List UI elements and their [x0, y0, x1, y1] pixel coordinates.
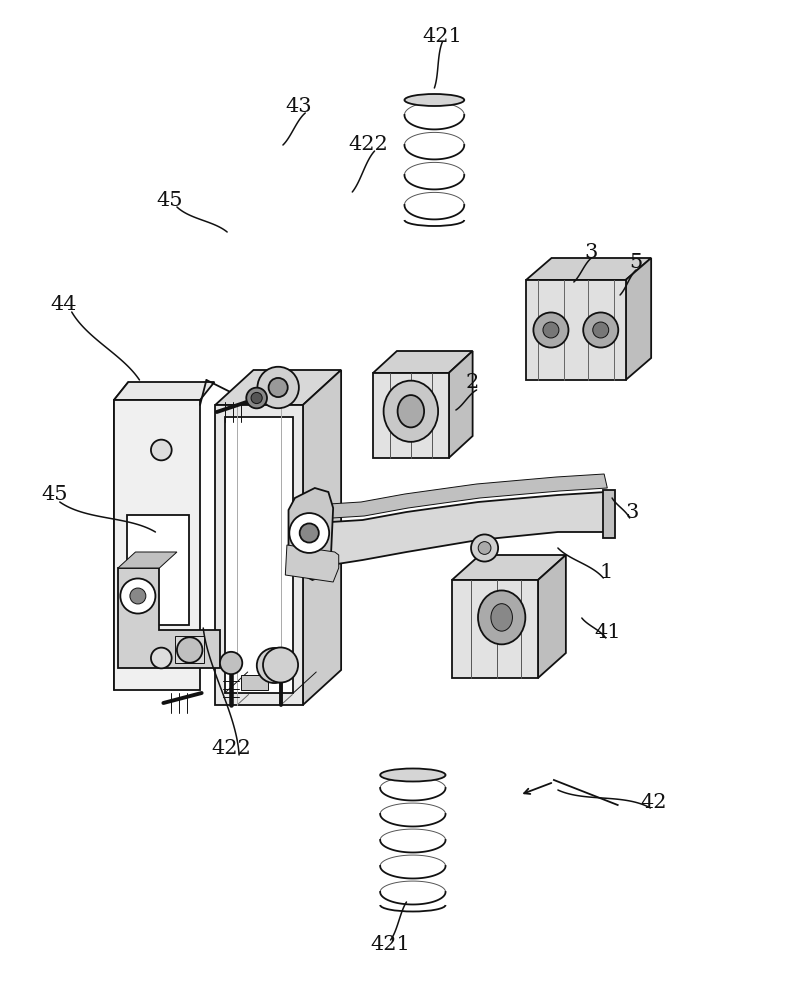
Polygon shape — [526, 258, 651, 280]
Polygon shape — [303, 474, 607, 518]
Text: 421: 421 — [422, 27, 462, 46]
Ellipse shape — [380, 768, 446, 782]
Circle shape — [257, 367, 299, 408]
Polygon shape — [114, 382, 128, 690]
Polygon shape — [225, 417, 293, 693]
Polygon shape — [373, 373, 449, 458]
Circle shape — [533, 312, 568, 348]
Polygon shape — [241, 674, 268, 690]
Ellipse shape — [383, 381, 438, 442]
Circle shape — [471, 534, 498, 562]
Text: 2: 2 — [465, 373, 478, 392]
Polygon shape — [452, 555, 566, 580]
Circle shape — [120, 578, 155, 614]
Circle shape — [246, 388, 267, 408]
Polygon shape — [538, 555, 566, 678]
Text: 42: 42 — [640, 792, 667, 812]
Polygon shape — [449, 351, 473, 458]
Circle shape — [257, 648, 292, 683]
Polygon shape — [626, 258, 651, 380]
Circle shape — [478, 542, 491, 554]
Polygon shape — [289, 488, 333, 580]
Text: 3: 3 — [585, 242, 598, 261]
Text: 45: 45 — [41, 486, 68, 504]
Circle shape — [220, 652, 242, 674]
Ellipse shape — [491, 604, 512, 631]
Circle shape — [289, 513, 329, 553]
Polygon shape — [114, 382, 214, 400]
Polygon shape — [118, 552, 177, 568]
Ellipse shape — [404, 94, 464, 106]
Circle shape — [130, 588, 146, 604]
Text: 3: 3 — [626, 502, 638, 522]
Text: 421: 421 — [371, 936, 410, 954]
Text: 422: 422 — [348, 135, 388, 154]
Text: 45: 45 — [156, 190, 183, 210]
Circle shape — [263, 647, 298, 683]
Ellipse shape — [478, 590, 525, 644]
Circle shape — [543, 322, 559, 338]
Polygon shape — [452, 580, 538, 678]
Circle shape — [583, 312, 618, 348]
Circle shape — [300, 523, 319, 543]
Circle shape — [251, 392, 262, 404]
Polygon shape — [127, 515, 189, 625]
Circle shape — [177, 637, 202, 663]
Circle shape — [593, 322, 609, 338]
Text: 43: 43 — [285, 98, 312, 116]
Circle shape — [151, 648, 171, 668]
Text: 41: 41 — [595, 622, 622, 642]
Circle shape — [151, 440, 171, 460]
Polygon shape — [303, 370, 341, 705]
Polygon shape — [118, 568, 220, 668]
Polygon shape — [526, 280, 626, 380]
Polygon shape — [114, 400, 200, 690]
Text: 422: 422 — [211, 738, 251, 758]
Circle shape — [269, 378, 288, 397]
Polygon shape — [603, 490, 615, 538]
Polygon shape — [373, 351, 473, 373]
Polygon shape — [285, 545, 339, 582]
Text: 5: 5 — [630, 253, 642, 272]
Polygon shape — [304, 492, 606, 565]
Text: 1: 1 — [599, 562, 612, 582]
Polygon shape — [215, 370, 341, 405]
Ellipse shape — [398, 395, 424, 427]
Polygon shape — [175, 636, 204, 663]
Polygon shape — [215, 405, 303, 705]
Text: 44: 44 — [50, 296, 77, 314]
